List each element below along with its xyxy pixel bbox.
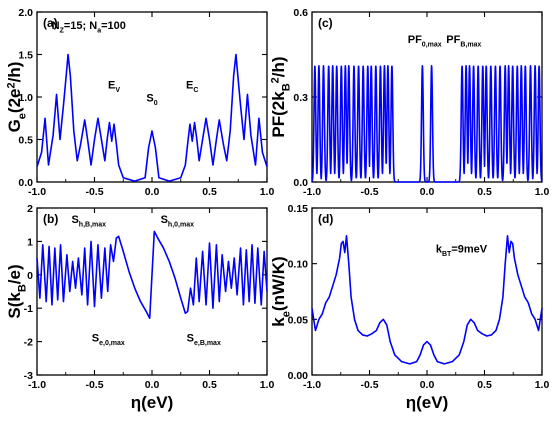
x-tick-label: 1.0 [260,186,275,198]
x-tick-label: -1.0 [303,186,321,198]
y-tick-label: -2 [24,337,33,349]
x-tick-label: -0.5 [360,186,378,198]
x-tick-label: -1.0 [303,379,321,391]
y-tick-label: 0.05 [288,314,309,326]
x-tick-label: -0.5 [360,379,378,391]
series-line [311,235,543,365]
annotation-label: NZ=15; Na=100 [52,20,126,35]
panel-tag: (c) [318,16,333,30]
x-tick-label: 1.0 [535,379,550,391]
x-tick-label: -1.0 [28,379,46,391]
x-tick-label: -1.0 [28,186,46,198]
y-tick-label: 2 [27,203,33,215]
y-tick-label: 2.0 [18,7,33,19]
annotation-label: kBT=9meV [436,244,488,259]
y-tick-label: 0.6 [293,7,308,19]
y-axis-label: ke(nW/K) [269,256,292,326]
chart-panel-a: -1.0 -0.5 0.0 0.5 1.0 0.0 0.5 1.0 1.5 2.0 Ge(2e2/h… [5,7,274,198]
series-line [36,230,268,320]
chart-panel-b: -1.0 -0.5 0.0 0.5 1.0 -3 -2 -1 0 1 2 S(kB/e) (b) Sh,B… [5,203,274,391]
series-line [311,65,543,183]
panel-tag: (a) [43,16,58,30]
plot-frame [311,207,543,376]
x-tick-label: -0.5 [85,186,103,198]
x-axis-label: η(eV) [406,393,449,412]
x-tick-label: 1.0 [260,379,275,391]
y-tick-label: 0.3 [293,92,308,104]
panel-tag: (b) [43,212,58,226]
panel-tag: (d) [318,212,333,226]
y-tick-label: 1 [27,236,33,248]
chart-panel-c: -1.0 -0.5 0.0 0.5 1.0 0.0 0.3 0.6 PF(2kB2/h) (c) P… [269,7,549,198]
y-tick-label: 0.10 [288,259,309,271]
x-tick-label: 0.5 [202,379,217,391]
y-tick-label: 0.5 [18,135,33,147]
plot-frame [36,207,268,376]
y-tick-label: 0.15 [288,203,309,215]
y-tick-label: 0.0 [18,177,33,189]
annotation-label: EV [108,80,120,95]
x-tick-label: 0.5 [477,379,492,391]
chart-panel-d: -1.0 -0.5 0.0 0.5 1.0 0.00 0.05 0.10 0.15 ke(nW/K… [269,203,549,391]
annotation-label: Se,B,max [187,333,221,348]
annotation-label: Se,0,max [92,333,125,348]
annotation-label: EC [186,80,198,95]
y-axis-label: PF(2kB2/h) [269,56,292,137]
y-tick-label: 1.5 [18,50,33,62]
x-tick-label: -0.5 [85,379,103,391]
y-tick-label: 1.0 [18,92,33,104]
annotation-label: Sh,0,max [161,214,195,229]
y-tick-label: -1 [24,303,33,315]
y-tick-label: 0.00 [288,370,309,382]
y-axis-label: Ge(2e2/h) [5,62,28,133]
x-tick-label: 0.0 [420,186,435,198]
y-tick-label: 0.0 [293,177,308,189]
y-axis-label: S(kB/e) [5,264,28,318]
x-tick-label: 1.0 [535,186,550,198]
x-tick-label: 0.0 [145,186,160,198]
x-axis-label: η(eV) [131,393,174,412]
x-tick-label: 0.0 [145,379,160,391]
annotation-label: PFB,max [446,34,481,49]
x-tick-label: 0.5 [202,186,217,198]
series-line [36,53,268,182]
y-tick-label: -3 [24,370,33,382]
annotation-label: PF0,max [408,34,442,49]
annotation-label: Sh,B,max [71,214,106,229]
annotation-label: S0 [146,92,157,107]
x-tick-label: 0.5 [477,186,492,198]
x-tick-label: 0.0 [420,379,435,391]
y-tick-label: 0 [27,270,33,282]
